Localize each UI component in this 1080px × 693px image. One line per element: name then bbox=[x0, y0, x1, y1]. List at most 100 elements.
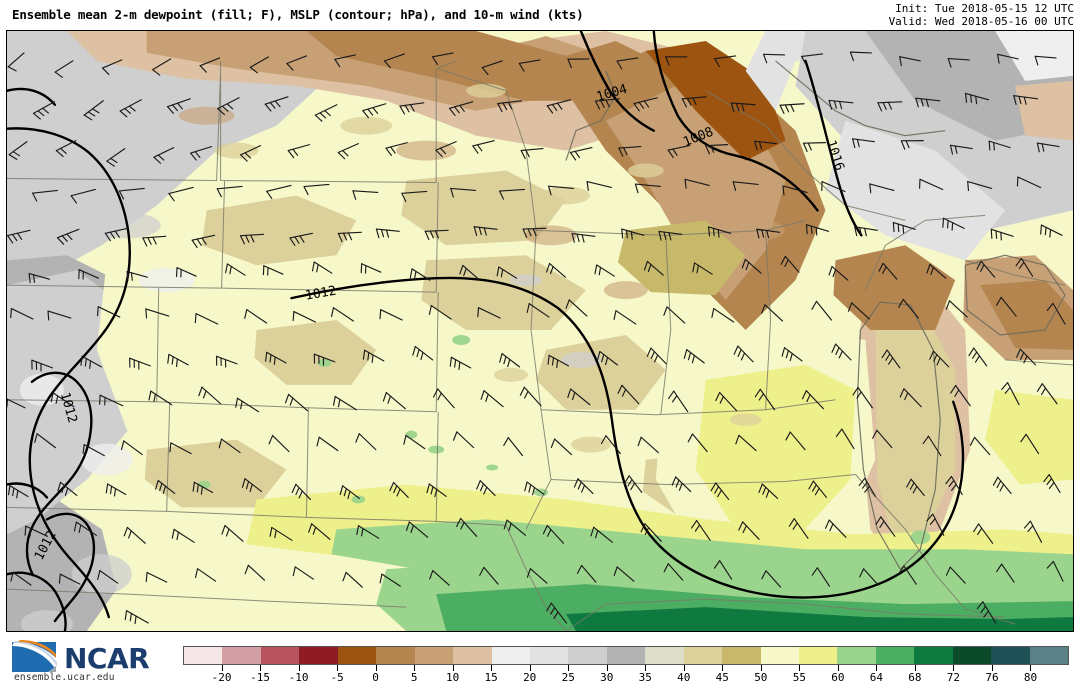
wind-barb-flag bbox=[80, 355, 83, 366]
wind-barb-flag bbox=[456, 517, 462, 528]
wind-barb bbox=[286, 55, 308, 65]
wind-barb bbox=[437, 388, 455, 409]
wind-barb bbox=[877, 101, 903, 104]
wind-barb-flag bbox=[815, 227, 818, 236]
wind-barb bbox=[523, 386, 542, 407]
wind-barb bbox=[152, 58, 172, 71]
wind-barb-flag bbox=[176, 531, 180, 541]
wind-barb-flag bbox=[221, 105, 229, 112]
wind-barb-flag bbox=[976, 260, 982, 270]
wind-barb-flag bbox=[550, 607, 556, 615]
wind-barb-flag bbox=[162, 485, 167, 494]
wind-barb bbox=[854, 226, 878, 231]
wind-barb bbox=[929, 263, 947, 279]
colorbar[interactable]: -20 -15 -10 -5 0 5 10 15 20 25 30 35 40 45 50 55 60 64 68 7… bbox=[183, 646, 1069, 690]
wind-barb-flag bbox=[920, 98, 924, 107]
colorbar-tick-label: -15 bbox=[250, 671, 270, 684]
wind-barb-flag bbox=[885, 353, 891, 361]
wind-barb bbox=[742, 521, 760, 540]
wind-barb-flag bbox=[66, 233, 73, 241]
wind-barb-flag bbox=[337, 398, 341, 408]
wind-barb-flag bbox=[16, 232, 23, 240]
wind-barb-flag bbox=[741, 103, 745, 112]
wind-barb bbox=[801, 53, 824, 57]
map-panel[interactable]: 1004 1008 1016 1012 1012 1012 bbox=[6, 30, 1074, 632]
wind-barb-flag bbox=[527, 228, 532, 237]
wind-barb-flag bbox=[500, 268, 504, 278]
wind-barb-flag bbox=[239, 235, 245, 245]
wind-barb-flag bbox=[47, 310, 50, 321]
wind-barb-flag bbox=[1001, 382, 1009, 390]
wind-barb-flag bbox=[148, 390, 152, 401]
colorbar-swatch bbox=[760, 647, 799, 664]
wind-barb-flag bbox=[245, 480, 250, 490]
wind-barb-flag bbox=[1027, 525, 1034, 533]
wind-barb-flag bbox=[683, 349, 688, 359]
wind-barb-flag bbox=[835, 347, 840, 355]
wind-barb-flag bbox=[756, 228, 760, 239]
wind-barb-flag bbox=[567, 388, 572, 399]
wind-barb-flag bbox=[7, 234, 14, 244]
wind-barb-flag bbox=[12, 487, 15, 497]
wind-barb-flag bbox=[145, 308, 148, 319]
wind-barb-flag bbox=[838, 350, 843, 359]
wind-barb bbox=[430, 305, 452, 320]
colorbar-tick-label: 30 bbox=[600, 671, 614, 684]
wind-barb-flag bbox=[902, 224, 905, 234]
colorbar-tick-label: 15 bbox=[484, 671, 498, 684]
wind-barb-flag bbox=[176, 102, 183, 110]
wind-barb-flag bbox=[128, 105, 136, 112]
wind-barb bbox=[380, 309, 403, 321]
wind-barb bbox=[215, 355, 238, 365]
wind-barb-flag bbox=[459, 104, 465, 112]
wind-barb bbox=[393, 481, 409, 499]
wind-barb bbox=[974, 436, 991, 456]
wind-barb-flag bbox=[905, 140, 910, 149]
wind-barb-flag bbox=[454, 106, 460, 114]
wind-barb-flag bbox=[532, 487, 536, 496]
ncar-url-text[interactable]: ensemble.ucar.edu bbox=[14, 672, 115, 683]
wind-barb bbox=[1007, 382, 1020, 406]
wind-barb-flag bbox=[992, 476, 999, 486]
wind-barb bbox=[32, 101, 55, 114]
wind-barb bbox=[428, 483, 447, 498]
ncar-logo[interactable]: NCAR bbox=[4, 636, 172, 688]
colorbar-tick bbox=[298, 665, 300, 671]
wind-barb-flag bbox=[782, 185, 785, 196]
wind-barb bbox=[193, 481, 214, 494]
wind-barb-flag bbox=[459, 264, 464, 275]
colorbar-tick-label: 25 bbox=[561, 671, 575, 684]
wind-barb-flag bbox=[429, 230, 434, 239]
wind-barb bbox=[337, 143, 359, 154]
wind-barb-flag bbox=[298, 490, 303, 499]
wind-barb-flag bbox=[473, 226, 478, 236]
wind-barb-flag bbox=[675, 479, 680, 488]
wind-barb bbox=[119, 99, 142, 112]
wind-barb-flag bbox=[396, 488, 401, 497]
wind-barb-flag bbox=[33, 274, 36, 283]
wind-barb-flag bbox=[595, 529, 599, 539]
wind-barb-flag bbox=[128, 530, 132, 539]
wind-barb bbox=[782, 185, 808, 194]
wind-barb-flag bbox=[1044, 226, 1047, 236]
wind-barb bbox=[375, 228, 400, 232]
wind-barb bbox=[821, 181, 846, 193]
wind-barb-flag bbox=[129, 612, 132, 622]
wind-barb-flag bbox=[869, 183, 872, 194]
wind-barb-flag bbox=[684, 178, 687, 189]
wind-barb-flag bbox=[922, 435, 930, 445]
wind-barb-flag bbox=[274, 529, 277, 539]
wind-barb-flag bbox=[1041, 143, 1045, 152]
wind-barb-flag bbox=[811, 300, 818, 310]
wind-barb bbox=[414, 345, 434, 361]
wind-barb bbox=[633, 97, 658, 105]
wind-barb bbox=[784, 255, 800, 273]
wind-barb-flag bbox=[973, 523, 980, 533]
wind-barb-flag bbox=[567, 58, 572, 69]
wind-barb-flag bbox=[198, 386, 203, 397]
wind-barb-flag bbox=[10, 571, 14, 582]
wind-barb-flag bbox=[576, 233, 580, 242]
wind-barb bbox=[473, 226, 498, 230]
wind-barb-flag bbox=[448, 107, 456, 116]
wind-barb-flag bbox=[623, 475, 630, 485]
